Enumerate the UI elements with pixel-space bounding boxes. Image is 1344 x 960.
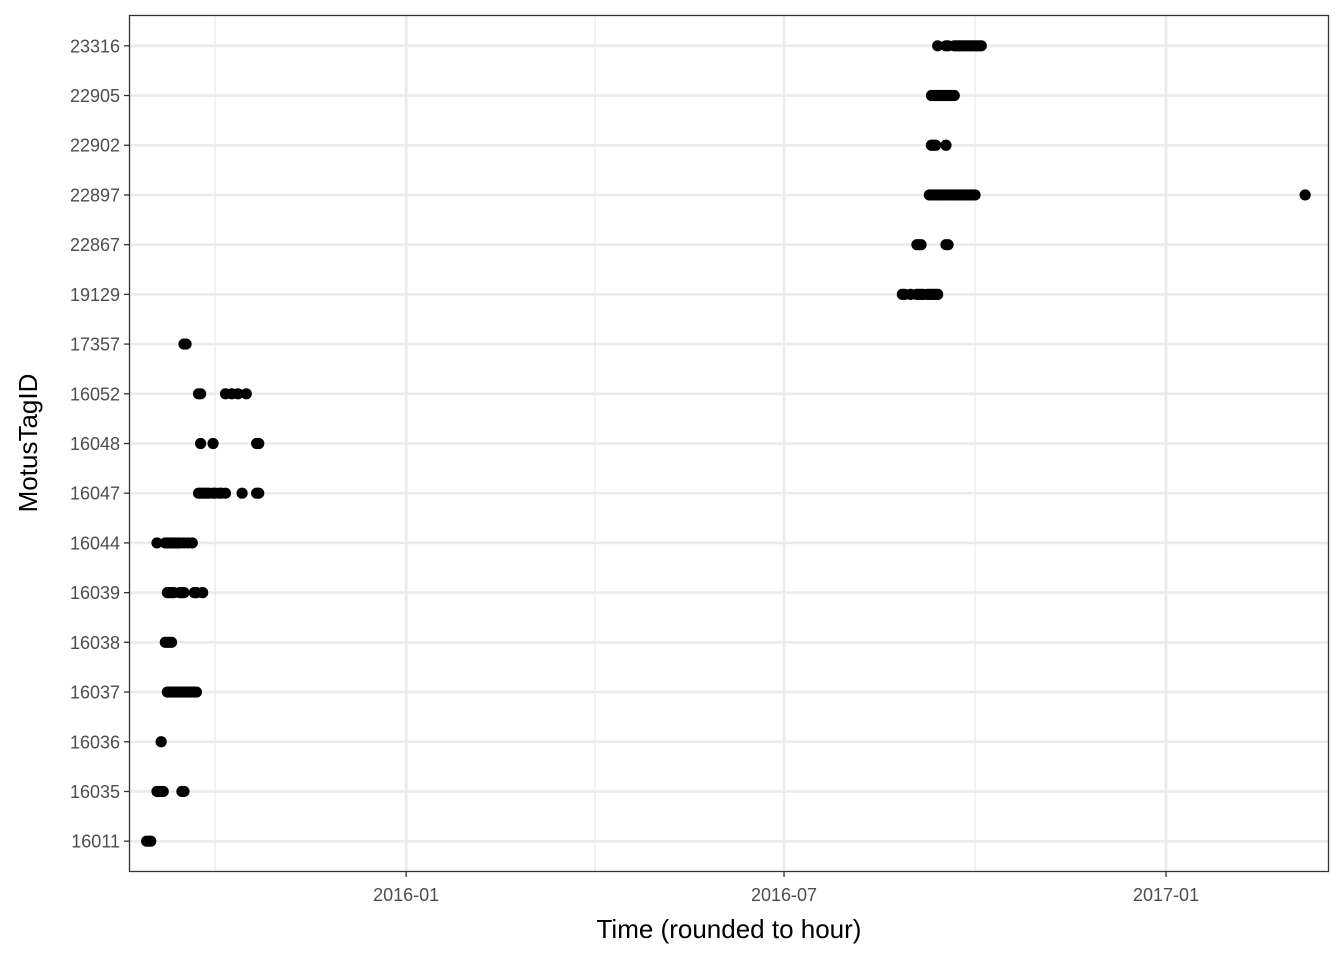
data-point — [155, 736, 167, 748]
y-tick-label: 22905 — [70, 86, 120, 106]
y-tick-label: 16011 — [71, 832, 120, 852]
y-tick-label: 16039 — [70, 583, 120, 603]
data-point — [180, 338, 192, 350]
y-tick-label: 19129 — [70, 285, 120, 305]
data-point — [151, 537, 163, 549]
y-tick-label: 16047 — [70, 484, 120, 504]
data-point — [236, 487, 248, 499]
data-point — [940, 139, 952, 151]
data-point — [929, 139, 942, 151]
data-point — [219, 487, 232, 499]
x-axis-ticks: 2016-01 2016-07 2017-01 — [373, 871, 1199, 905]
data-point — [942, 239, 954, 251]
data-point — [932, 288, 944, 300]
major-gridlines — [130, 16, 1328, 871]
y-tick-label: 22867 — [70, 235, 120, 255]
y-tick-label: 22902 — [70, 136, 120, 156]
data-point — [178, 785, 190, 798]
y-tick-label: 22897 — [70, 185, 120, 205]
data-point — [240, 388, 252, 400]
x-tick-label: 2016-01 — [373, 885, 439, 905]
x-axis-title: Time (rounded to hour) — [597, 914, 862, 944]
y-axis-ticks: 16011 16035 16036 16037 16038 16039 16044 16047… — [70, 36, 130, 852]
data-point — [197, 587, 209, 599]
y-tick-label: 23316 — [70, 36, 120, 56]
x-tick-label: 2016-07 — [751, 885, 817, 905]
y-tick-label: 16035 — [70, 782, 120, 802]
data-point — [969, 189, 981, 201]
data-point — [178, 587, 190, 599]
data-point — [186, 537, 198, 549]
y-tick-label: 16037 — [70, 683, 120, 703]
data-point — [207, 437, 219, 450]
data-point — [932, 40, 944, 52]
data-point — [253, 437, 265, 450]
data-point — [253, 487, 265, 499]
y-tick-label: 16038 — [70, 633, 120, 653]
y-tick-label: 16048 — [70, 434, 120, 454]
y-tick-label: 16044 — [70, 533, 120, 553]
x-tick-label: 2017-01 — [1133, 885, 1199, 905]
data-point — [157, 785, 169, 798]
data-point — [915, 239, 927, 251]
data-point — [232, 388, 244, 400]
data-points — [141, 40, 1311, 847]
data-point — [948, 89, 960, 102]
y-tick-label: 16036 — [70, 732, 120, 752]
data-point — [194, 388, 207, 400]
data-point — [975, 40, 987, 52]
data-point — [190, 686, 203, 698]
data-point — [194, 437, 207, 450]
y-axis-title: MotusTagID — [13, 374, 43, 513]
data-point — [145, 835, 157, 847]
data-point — [165, 636, 178, 648]
y-tick-label: 16052 — [70, 384, 120, 404]
data-point — [1299, 189, 1311, 201]
y-tick-label: 17357 — [70, 335, 120, 355]
